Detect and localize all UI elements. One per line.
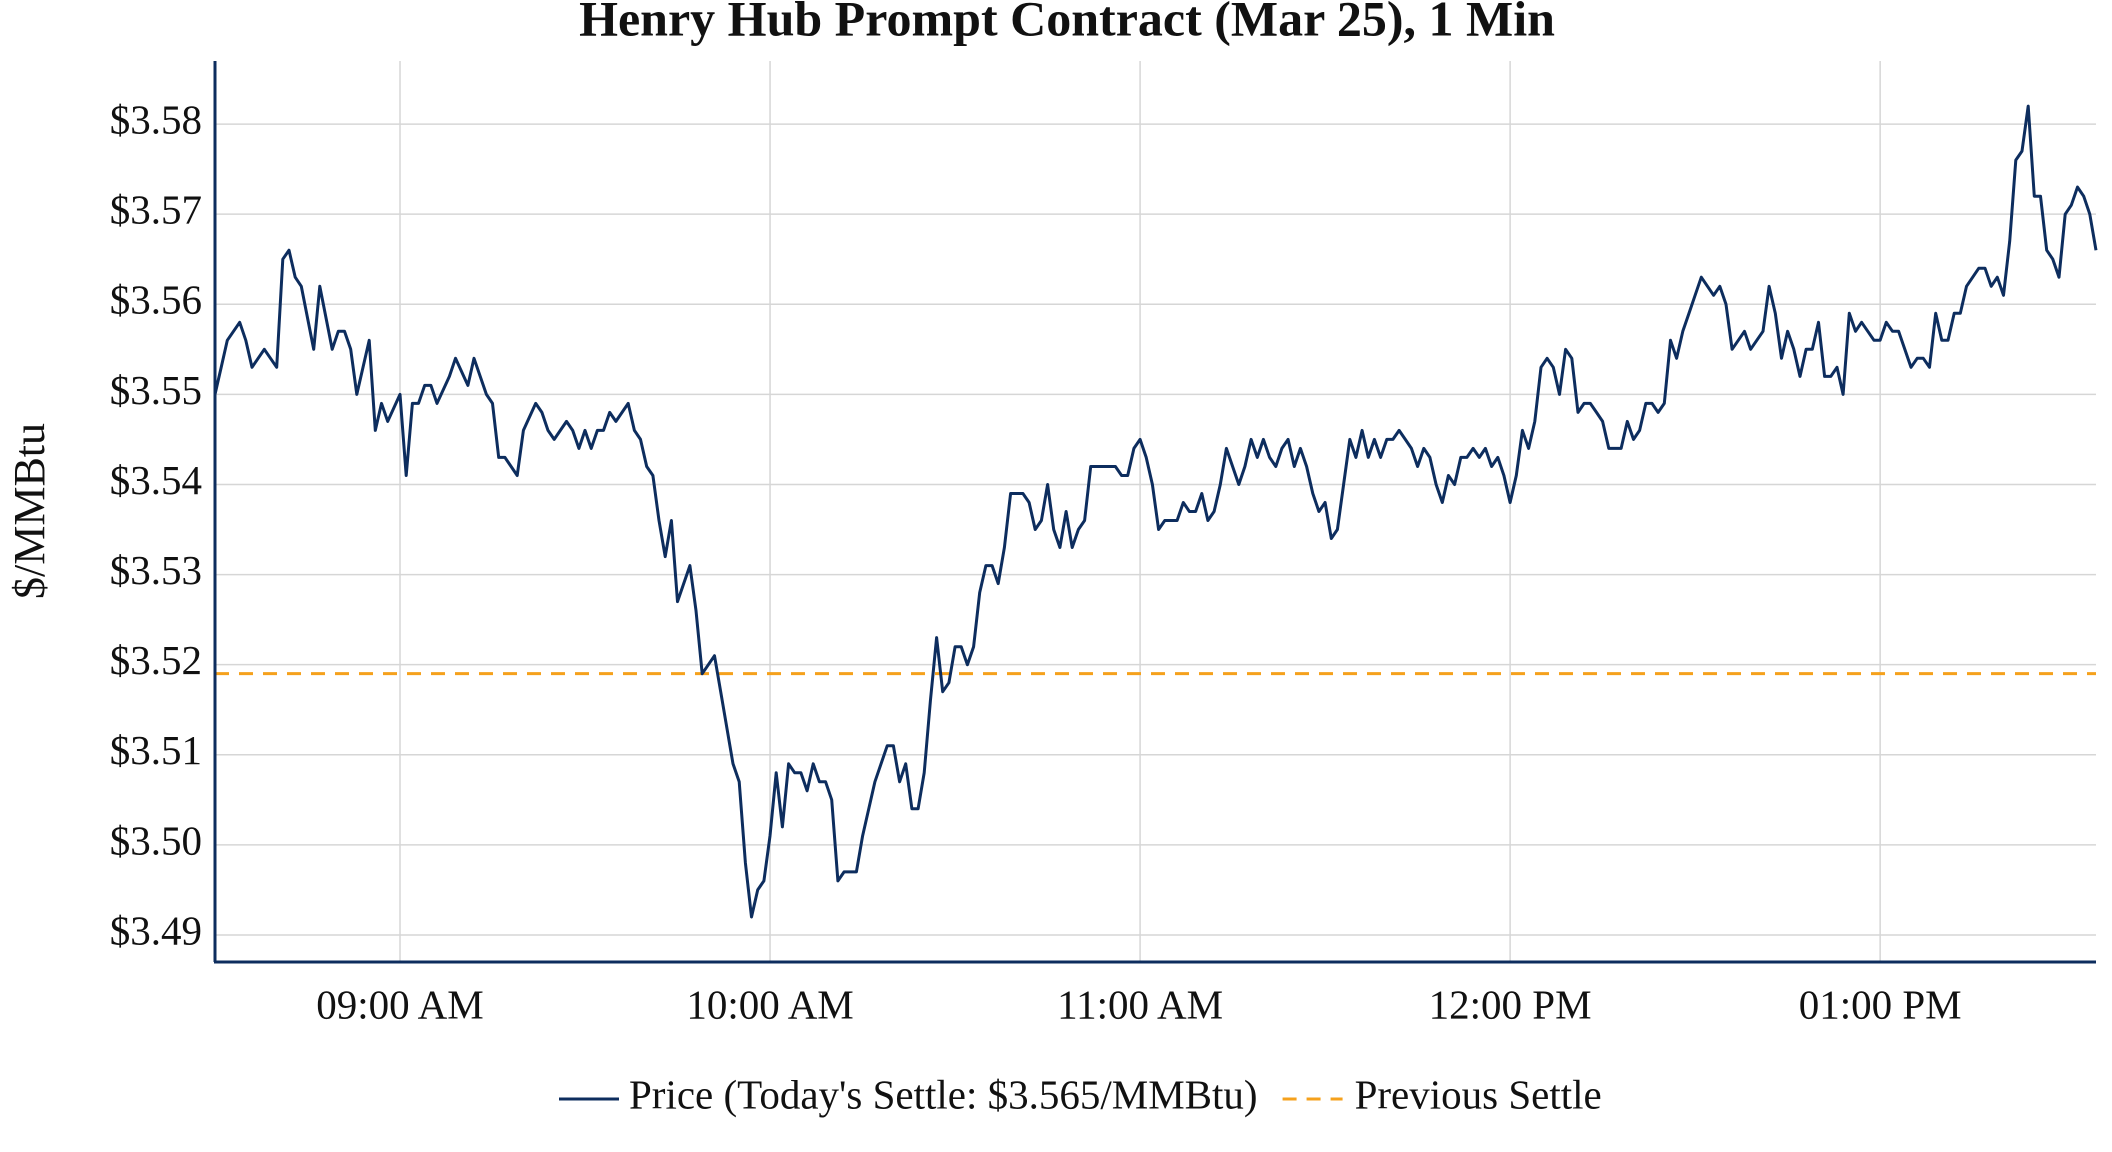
y-tick-label: $3.56: [110, 277, 202, 323]
grid: [215, 61, 2096, 962]
y-tick-label: $3.54: [110, 457, 202, 503]
y-tick-label: $3.55: [110, 367, 202, 413]
y-tick-label: $3.58: [110, 96, 202, 142]
y-tick-label: $3.52: [110, 637, 202, 683]
chart-title: Henry Hub Prompt Contract (Mar 25), 1 Mi…: [579, 0, 1555, 46]
y-tick-label: $3.57: [110, 187, 202, 233]
y-axis-label: $/MMBtu: [5, 423, 54, 599]
y-tick-label: $3.50: [110, 817, 202, 863]
legend-label: Price (Today's Settle: $3.565/MMBtu): [629, 1071, 1258, 1117]
x-tick-label: 11:00 AM: [1057, 981, 1223, 1027]
y-tick-label: $3.51: [110, 727, 202, 773]
legend: Price (Today's Settle: $3.565/MMBtu) Prev…: [559, 1071, 1602, 1117]
y-tick-label: $3.49: [110, 907, 202, 953]
x-tick-label: 10:00 AM: [686, 981, 853, 1027]
plot: [213, 104, 2098, 919]
y-tick-label: $3.53: [110, 547, 202, 593]
price-line: [213, 104, 2098, 919]
x-tick-label: 12:00 PM: [1429, 981, 1592, 1027]
x-tick-label: 01:00 PM: [1799, 981, 1962, 1027]
legend-label: Previous Settle: [1355, 1071, 1602, 1117]
x-tick-label: 09:00 AM: [316, 981, 483, 1027]
